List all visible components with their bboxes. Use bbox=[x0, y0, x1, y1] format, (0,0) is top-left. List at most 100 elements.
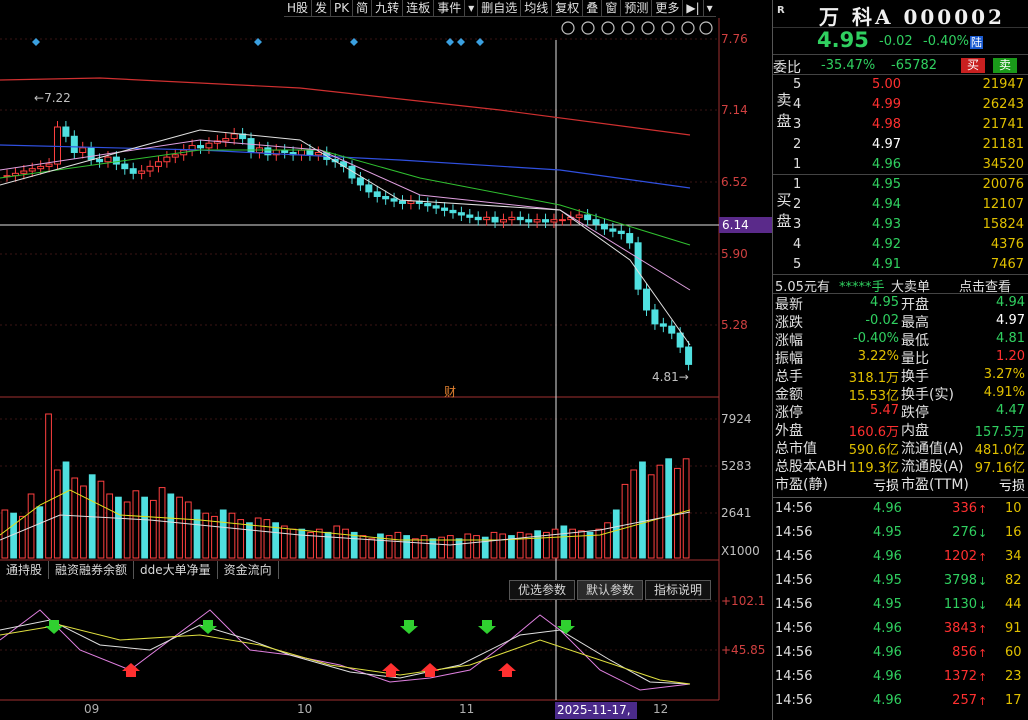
quote-panel: R 万 科A 000002 4.95 -0.02 -0.40% 陆 委比 -35… bbox=[772, 0, 1028, 720]
candle-body bbox=[96, 158, 104, 163]
toolbar-button[interactable]: ▶| bbox=[682, 0, 702, 16]
toolbar-button[interactable]: 事件 bbox=[433, 0, 464, 16]
candle-body bbox=[499, 219, 507, 223]
book-row[interactable]: 5 4.91 7467 bbox=[773, 255, 1028, 275]
volume-bar bbox=[412, 538, 419, 559]
candle-body bbox=[37, 165, 45, 170]
toolbar-button[interactable]: 均线 bbox=[520, 0, 551, 16]
volume-bar bbox=[280, 525, 288, 559]
toolbar-button[interactable]: 简 bbox=[352, 0, 371, 16]
tick-list[interactable]: 14:56 4.96 336 ↑ 10 14:56 4.95 276 ↓ 16 14:56 4.96 1… bbox=[773, 497, 1028, 714]
candle-body bbox=[676, 332, 684, 348]
tab-dde[interactable]: dde大单净量 bbox=[134, 561, 218, 579]
book-price: 4.92 bbox=[872, 237, 901, 252]
tick-count: 16 bbox=[1005, 525, 1022, 540]
volume-bar bbox=[289, 528, 297, 559]
indicator-tab-strip: 通持股 融资融券余额 dde大单净量 资金流向 bbox=[0, 561, 279, 579]
toolbar-button[interactable]: 更多 bbox=[651, 0, 682, 16]
candle-body bbox=[651, 309, 659, 325]
toolbar-button[interactable]: ▾ bbox=[464, 0, 477, 16]
candle-body bbox=[281, 149, 289, 153]
stat-key: 涨跌 bbox=[775, 315, 803, 331]
event-diamond-icon bbox=[350, 38, 358, 46]
book-row[interactable]: 4 4.92 4376 bbox=[773, 235, 1028, 255]
stat-value: 157.5万 bbox=[974, 425, 1025, 440]
toolbar-button[interactable]: H股 bbox=[287, 1, 309, 15]
candle-body bbox=[550, 219, 558, 223]
stat-value: 590.6亿 bbox=[848, 443, 899, 458]
finance-marker[interactable]: 财 bbox=[444, 385, 457, 399]
toolbar-button[interactable]: 发 bbox=[311, 0, 330, 16]
book-row[interactable]: 5 5.00 21947 bbox=[773, 75, 1028, 95]
candle-body bbox=[171, 154, 179, 158]
indicator-help-button[interactable]: 指标说明 bbox=[645, 580, 712, 600]
book-row[interactable]: 4 4.99 26243 bbox=[773, 95, 1028, 115]
candle-body bbox=[382, 195, 390, 200]
candle-body bbox=[45, 163, 53, 167]
stat-row: 振幅 3.22% 量比 1.20 bbox=[773, 348, 1028, 367]
stat-key: 开盘 bbox=[901, 297, 929, 313]
kline-chart[interactable] bbox=[0, 0, 772, 720]
candle-body bbox=[112, 156, 120, 165]
tick-row: 14:56 4.96 856 ↑ 60 bbox=[773, 642, 1028, 666]
chart-area[interactable]: H股发 PK 简九转 连板 事件 ▾ 删自选 均线 复权叠窗预测 更多 ▶| ▾ 7.76 7.14 … bbox=[0, 0, 772, 720]
volume-bar bbox=[263, 519, 271, 559]
book-level: 5 bbox=[793, 77, 802, 92]
book-row[interactable]: 3 4.93 15824 bbox=[773, 215, 1028, 235]
stat-row: 涨停 5.47 跌停 4.47 bbox=[773, 402, 1028, 421]
toolbar-button[interactable]: 删自选 bbox=[477, 0, 520, 16]
candle-body bbox=[516, 216, 524, 221]
stat-row: 总市值 590.6亿 流通值(A) 481.0亿 bbox=[773, 438, 1028, 458]
stat-key: 跌停 bbox=[901, 405, 929, 421]
toolbar-button[interactable]: ▾ bbox=[702, 0, 716, 16]
toolbar-button[interactable]: 窗 bbox=[601, 0, 620, 16]
tab-northbound[interactable]: 通持股 bbox=[0, 561, 50, 579]
optimal-params-button[interactable]: 优选参数 bbox=[509, 580, 576, 600]
book-price: 4.96 bbox=[872, 157, 901, 172]
default-params-button[interactable]: 默认参数 bbox=[577, 580, 644, 600]
toolbar-button[interactable]: 预测 bbox=[620, 0, 651, 16]
stat-key: 振幅 bbox=[775, 351, 803, 367]
tick-row: 14:56 4.95 276 ↓ 16 bbox=[773, 522, 1028, 546]
book-row[interactable]: 3 4.98 21741 bbox=[773, 115, 1028, 135]
stat-value: 4.97 bbox=[996, 313, 1025, 328]
stat-value: 亏损 bbox=[872, 479, 899, 494]
stat-row: 最新 4.95 开盘 4.94 bbox=[773, 294, 1028, 313]
weibi-ratio: -35.47% bbox=[821, 58, 876, 73]
tick-arrow-icon: ↓ bbox=[978, 575, 988, 588]
tab-margin[interactable]: 融资融券余额 bbox=[49, 561, 135, 579]
toolbar-button[interactable]: 复权 bbox=[551, 0, 582, 16]
sell-button[interactable]: 卖 bbox=[993, 58, 1018, 73]
volume-bar bbox=[97, 480, 105, 559]
book-row[interactable]: 1 4.95 20076 bbox=[773, 175, 1028, 195]
toolbar-button[interactable]: 叠 bbox=[582, 0, 601, 16]
volume-bar bbox=[368, 538, 376, 559]
volume-bar bbox=[438, 536, 445, 559]
book-row[interactable]: 2 4.97 21181 bbox=[773, 135, 1028, 155]
tick-time: 14:56 bbox=[775, 501, 813, 516]
toolbar-button[interactable]: 连板 bbox=[402, 0, 433, 16]
toolbar-button[interactable]: 九转 bbox=[371, 0, 402, 16]
candle-body bbox=[306, 149, 314, 156]
price-axis-label: 7.76 bbox=[721, 32, 748, 46]
big-order-link[interactable]: 点击查看 bbox=[959, 280, 1012, 295]
rzrq-flag: R bbox=[777, 5, 785, 16]
tick-count: 23 bbox=[1005, 669, 1022, 684]
volume-bar bbox=[18, 515, 26, 559]
volume-bar bbox=[45, 413, 52, 559]
volume-bar bbox=[272, 522, 279, 559]
tick-count: 17 bbox=[1005, 693, 1022, 708]
book-row[interactable]: 1 4.96 34520 bbox=[773, 155, 1028, 175]
ma-line bbox=[0, 77, 691, 136]
tick-volume: 1202 bbox=[943, 549, 977, 564]
tick-row: 14:56 4.96 3843 ↑ 91 bbox=[773, 618, 1028, 642]
toolbar-button[interactable]: PK bbox=[330, 0, 352, 16]
tick-volume: 856 bbox=[952, 645, 977, 660]
tab-capital-flow[interactable]: 资金流向 bbox=[218, 561, 279, 579]
tick-count: 91 bbox=[1005, 621, 1022, 636]
stat-value: -0.02 bbox=[865, 313, 899, 328]
big-order-row[interactable]: 5.05元有 *****手 大卖单 点击查看 bbox=[773, 275, 1028, 295]
tick-arrow-icon: ↓ bbox=[978, 527, 988, 540]
book-row[interactable]: 2 4.94 12107 bbox=[773, 195, 1028, 215]
buy-button[interactable]: 买 bbox=[961, 58, 986, 73]
